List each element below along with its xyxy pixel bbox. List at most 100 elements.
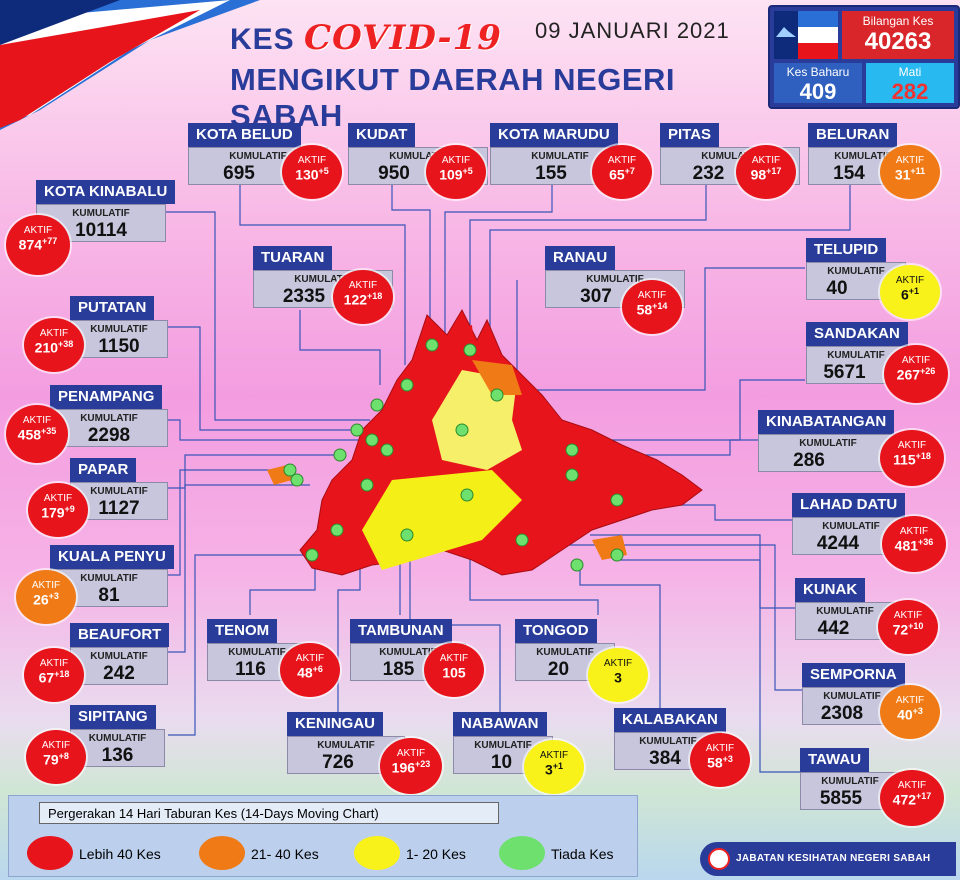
- footer-agency: JABATAN KESIHATAN NEGERI SABAH: [700, 842, 956, 876]
- district-name: KENINGAU: [287, 712, 384, 736]
- aktif-badge-putatan: AKTIF 210+38: [24, 318, 84, 372]
- aktif-label: AKTIF: [297, 155, 327, 166]
- kumulatif-label: KUMULATIF: [827, 350, 885, 361]
- kumulatif-label: KUMULATIF: [822, 521, 880, 532]
- aktif-badge-semporna: AKTIF 40+3: [880, 685, 940, 739]
- district-beluran: BELURAN KUMULATIF 154: [808, 123, 918, 185]
- new-cases: Kes Baharu 409: [774, 63, 862, 104]
- title-prefix: KES: [230, 23, 295, 56]
- total-cases: Bilangan Kes 40263: [842, 11, 954, 59]
- aktif-label: AKTIF: [539, 750, 569, 761]
- total-cases-label: Bilangan Kes: [862, 14, 934, 28]
- kumulatif-label: KUMULATIF: [827, 266, 885, 277]
- aktif-label: AKTIF: [895, 275, 925, 286]
- aktif-label: AKTIF: [895, 155, 925, 166]
- kumulatif-value: 2335: [282, 286, 326, 307]
- aktif-badge-kota-marudu: AKTIF 65+7: [592, 145, 652, 199]
- district-name: PITAS: [660, 123, 720, 147]
- legend: Pergerakan 14 Hari Taburan Kes (14-Days …: [8, 795, 638, 877]
- district-name: PAPAR: [70, 458, 137, 482]
- kumulatif-value: 286: [793, 450, 825, 471]
- kumulatif-value: 232: [692, 163, 725, 184]
- aktif-value: 196+23: [391, 759, 431, 776]
- kumulatif-value: 10: [490, 752, 513, 773]
- aktif-badge-kinabatangan: AKTIF 115+18: [880, 430, 944, 486]
- aktif-value: 48+6: [297, 664, 323, 681]
- district-name: NABAWAN: [453, 712, 547, 736]
- district-putatan: PUTATAN KUMULATIF 1150: [70, 296, 168, 358]
- kumulatif-label: KUMULATIF: [90, 324, 148, 335]
- district-name: KOTA KINABALU: [36, 180, 176, 204]
- district-telupid: TELUPID KUMULATIF 40: [806, 238, 906, 300]
- kumulatif-value: 442: [817, 618, 850, 639]
- stats-panel: Bilangan Kes 40263 Kes Baharu 409 Mati 2…: [768, 5, 960, 109]
- new-cases-value: 409: [799, 79, 837, 104]
- kumulatif-value: 5855: [819, 788, 863, 809]
- aktif-value: 6+1: [900, 286, 920, 303]
- aktif-badge-beaufort: AKTIF 67+18: [24, 648, 84, 702]
- district-name: KALABAKAN: [614, 708, 726, 732]
- aktif-label: AKTIF: [23, 225, 53, 236]
- aktif-badge-tawau: AKTIF 472+17: [880, 770, 944, 826]
- kumulatif-value: 307: [580, 286, 612, 307]
- district-name: KOTA MARUDU: [490, 123, 618, 147]
- aktif-badge-telupid: AKTIF 6+1: [880, 265, 940, 319]
- district-kinabatangan: KINABATANGAN KUMULATIF 286: [758, 410, 898, 472]
- district-beaufort: BEAUFORT KUMULATIF 242: [70, 623, 170, 685]
- district-name: KUNAK: [795, 578, 866, 602]
- aktif-value: 210+38: [34, 339, 74, 356]
- district-name: TENOM: [207, 619, 278, 643]
- kumulatif-value: 726: [322, 752, 354, 773]
- kumulatif-value: 2308: [820, 703, 864, 724]
- agency-name: JABATAN KESIHATAN NEGERI SABAH: [736, 853, 931, 864]
- kumulatif-label: KUMULATIF: [474, 740, 532, 751]
- kumulatif-value: 136: [101, 745, 134, 766]
- aktif-badge-penampang: AKTIF 458+35: [6, 405, 68, 463]
- district-kota-kinabalu: KOTA KINABALU KUMULATIF 10114: [36, 180, 176, 242]
- report-date: 09 JANUARI 2021: [535, 18, 730, 43]
- aktif-badge-pitas: AKTIF 98+17: [736, 145, 796, 199]
- aktif-value: 267+26: [896, 366, 936, 383]
- sabah-flag-ribbon: [0, 0, 260, 130]
- aktif-badge-kunak: AKTIF 72+10: [878, 600, 938, 654]
- aktif-value: 481+36: [894, 537, 934, 554]
- kumulatif-label: KUMULATIF: [379, 647, 437, 658]
- kumulatif-label: KUMULATIF: [80, 413, 138, 424]
- aktif-value: 40+3: [897, 706, 923, 723]
- aktif-label: AKTIF: [441, 155, 471, 166]
- kumulatif-value: 695: [223, 163, 255, 184]
- kumulatif-value: 5671: [823, 362, 866, 383]
- kumulatif-label: KUMULATIF: [229, 151, 287, 162]
- deaths-label: Mati: [898, 65, 922, 79]
- aktif-badge-tenom: AKTIF 48+6: [280, 643, 340, 697]
- aktif-badge-sipitang: AKTIF 79+8: [26, 730, 86, 784]
- district-name: TONGOD: [515, 619, 597, 643]
- aktif-value: 72+10: [892, 621, 924, 638]
- kumulatif-label: KUMULATIF: [531, 151, 589, 162]
- deaths: Mati 282: [866, 63, 954, 104]
- aktif-label: AKTIF: [607, 155, 637, 166]
- kumulatif-label: KUMULATIF: [701, 151, 759, 162]
- aktif-badge-papar: AKTIF 179+9: [28, 483, 88, 537]
- district-name: BEAUFORT: [70, 623, 170, 647]
- total-cases-value: 40263: [864, 28, 932, 55]
- aktif-label: AKTIF: [603, 658, 633, 669]
- district-name: SEMPORNA: [802, 663, 905, 687]
- kumulatif-value: 4244: [816, 533, 860, 554]
- legend-label: 21- 40 Kes: [251, 846, 319, 862]
- district-name: KINABATANGAN: [758, 410, 895, 434]
- kumulatif-label: KUMULATIF: [228, 647, 286, 658]
- kumulatif-value: 155: [535, 163, 567, 184]
- title-covid: COVID-19: [304, 18, 502, 58]
- health-dept-logo-icon: [708, 848, 730, 870]
- aktif-badge-kudat: AKTIF 109+5: [426, 145, 486, 199]
- aktif-value: 122+18: [343, 291, 383, 308]
- district-name: PUTATAN: [70, 296, 155, 320]
- kumulatif-label: KUMULATIF: [72, 208, 130, 219]
- legend-label: 1- 20 Kes: [406, 846, 466, 862]
- aktif-value: 472+17: [892, 791, 932, 808]
- district-name: BELURAN: [808, 123, 898, 147]
- aktif-badge-beluran: AKTIF 31+11: [880, 145, 940, 199]
- aktif-badge-tuaran: AKTIF 122+18: [333, 270, 393, 324]
- aktif-badge-kota-kinabalu: AKTIF 874+77: [6, 215, 70, 275]
